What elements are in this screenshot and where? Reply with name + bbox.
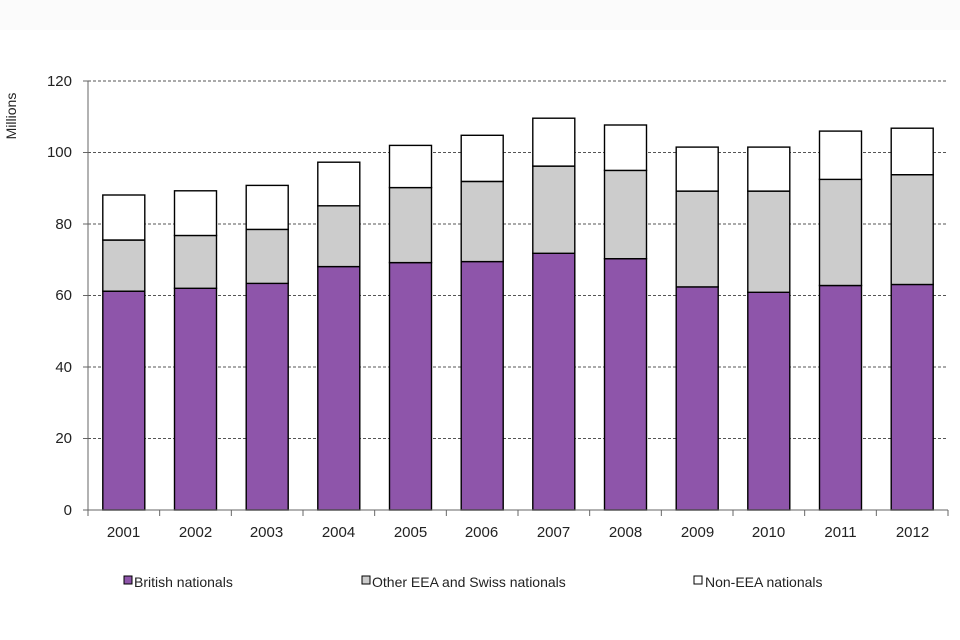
y-tick-label: 40 bbox=[55, 359, 72, 376]
bar-segment-other-eea-and-swiss-nationals-2002 bbox=[173, 234, 218, 289]
legend-label: British nationals bbox=[134, 574, 233, 590]
x-tick-label: 2003 bbox=[250, 524, 283, 541]
x-tick-label: 2005 bbox=[394, 524, 427, 541]
legend: British nationals Other EEA and Swiss na… bbox=[123, 574, 823, 590]
x-tick-label: 2012 bbox=[896, 524, 929, 541]
bar-segment-british-nationals-2002 bbox=[173, 287, 218, 511]
top-band bbox=[0, 0, 960, 30]
bar-segment-other-eea-and-swiss-nationals-2008 bbox=[603, 169, 648, 260]
x-tick-label: 2010 bbox=[752, 524, 785, 541]
bar-segment-other-eea-and-swiss-nationals-2004 bbox=[317, 205, 361, 268]
bar-segment-non-eea-nationals-2001 bbox=[102, 194, 146, 241]
bar-segment-non-eea-nationals-2012 bbox=[890, 127, 934, 176]
bar-segment-other-eea-and-swiss-nationals-2012 bbox=[890, 173, 934, 286]
bar-segment-other-eea-and-swiss-nationals-2003 bbox=[245, 228, 289, 285]
y-axis-ticks: 0 20 40 60 80 100 120 bbox=[47, 73, 72, 519]
gridlines bbox=[88, 80, 948, 439]
bar-segment-non-eea-nationals-2009 bbox=[675, 146, 719, 192]
bar-segment-british-nationals-2001 bbox=[102, 290, 146, 511]
bar-segment-other-eea-and-swiss-nationals-2006 bbox=[460, 180, 504, 263]
bar-segment-other-eea-and-swiss-nationals-2011 bbox=[818, 178, 863, 287]
bar-segment-other-eea-and-swiss-nationals-2010 bbox=[747, 190, 791, 294]
legend-label: Other EEA and Swiss nationals bbox=[372, 574, 566, 590]
y-tick-label: 120 bbox=[47, 73, 72, 90]
bar-segment-british-nationals-2003 bbox=[245, 282, 289, 511]
legend-label: Non-EEA nationals bbox=[705, 574, 823, 590]
axes bbox=[83, 80, 949, 516]
bar-segment-other-eea-and-swiss-nationals-2007 bbox=[532, 165, 576, 255]
bar-segment-british-nationals-2005 bbox=[388, 261, 433, 511]
bar-segment-british-nationals-2004 bbox=[317, 265, 361, 511]
bar-segment-british-nationals-2009 bbox=[675, 286, 719, 511]
x-tick-label: 2009 bbox=[681, 524, 714, 541]
x-axis-ticks: 2001 2002 2003 2004 2005 2006 2007 2008 … bbox=[107, 524, 929, 541]
legend-item-non-eea-nationals: Non-EEA nationals bbox=[693, 574, 823, 590]
legend-item-other-eea-swiss-nationals: Other EEA and Swiss nationals bbox=[361, 574, 566, 590]
bar-segment-british-nationals-2007 bbox=[532, 252, 576, 511]
x-tick-label: 2006 bbox=[465, 524, 498, 541]
bar-segment-other-eea-and-swiss-nationals-2005 bbox=[388, 186, 433, 264]
legend-item-british-nationals: British nationals bbox=[123, 574, 233, 590]
bar-segment-non-eea-nationals-2011 bbox=[818, 130, 863, 181]
x-tick-label: 2007 bbox=[537, 524, 570, 541]
x-tick-label: 2001 bbox=[107, 524, 140, 541]
bar-segment-british-nationals-2008 bbox=[603, 258, 648, 511]
bar-segment-non-eea-nationals-2003 bbox=[245, 184, 289, 231]
x-tick-label: 2002 bbox=[179, 524, 212, 541]
bar-segment-non-eea-nationals-2005 bbox=[388, 144, 433, 189]
bar-stacks bbox=[102, 117, 934, 511]
bar-segment-british-nationals-2011 bbox=[818, 284, 863, 511]
y-tick-label: 80 bbox=[55, 216, 72, 233]
y-tick-label: 100 bbox=[47, 144, 72, 161]
x-tick-label: 2011 bbox=[824, 524, 856, 541]
bar-segment-british-nationals-2012 bbox=[890, 283, 934, 511]
bar-segment-british-nationals-2006 bbox=[460, 260, 504, 511]
bar-segment-non-eea-nationals-2002 bbox=[173, 190, 218, 237]
bar-segment-other-eea-and-swiss-nationals-2001 bbox=[102, 239, 146, 292]
legend-swatch-non-eea-nationals bbox=[693, 575, 703, 585]
x-tick-label: 2004 bbox=[322, 524, 355, 541]
legend-swatch-british-nationals bbox=[123, 575, 133, 585]
bar-segment-british-nationals-2010 bbox=[747, 291, 791, 511]
x-tick-label: 2008 bbox=[609, 524, 642, 541]
y-tick-label: 0 bbox=[64, 502, 72, 519]
bar-segment-non-eea-nationals-2008 bbox=[603, 124, 648, 172]
legend-swatch-other-eea-swiss-nationals bbox=[361, 575, 371, 585]
bar-segment-non-eea-nationals-2006 bbox=[460, 134, 504, 183]
bar-segment-non-eea-nationals-2010 bbox=[747, 146, 791, 192]
y-axis-label: Millions bbox=[3, 93, 19, 140]
y-tick-label: 60 bbox=[55, 287, 72, 304]
bar-segment-other-eea-and-swiss-nationals-2009 bbox=[675, 190, 719, 288]
bar-segment-non-eea-nationals-2007 bbox=[532, 117, 576, 167]
bar-segment-non-eea-nationals-2004 bbox=[317, 161, 361, 207]
y-tick-label: 20 bbox=[55, 430, 72, 447]
